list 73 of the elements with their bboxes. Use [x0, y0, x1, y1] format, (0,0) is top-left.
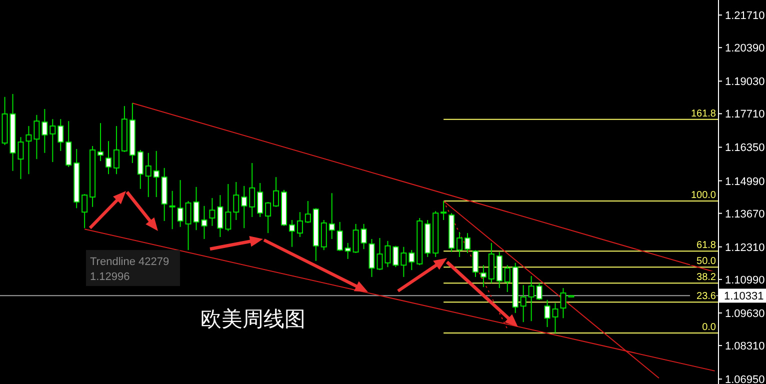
candlestick [217, 194, 224, 238]
candlestick [328, 192, 335, 240]
candlestick [408, 250, 415, 271]
candlestick [34, 114, 40, 160]
candlestick [520, 284, 526, 323]
candlestick [225, 183, 232, 232]
y-tick-label: 1.08310 [725, 340, 765, 353]
annotation: Trendline 42279 [90, 256, 170, 268]
ref-line-label: 1.10331 [724, 290, 764, 303]
candlestick [464, 232, 470, 254]
candlestick [536, 282, 542, 300]
candlestick [185, 200, 192, 251]
candlestick [113, 126, 120, 175]
candlestick [249, 162, 256, 218]
candlestick [98, 122, 104, 162]
candlestick [392, 245, 399, 268]
annotation: 61.8 [696, 240, 716, 252]
candlestick [320, 219, 327, 251]
candlestick [560, 288, 566, 319]
y-tick-label: 1.19030 [725, 76, 765, 88]
y-tick-label: 1.21710 [725, 10, 765, 22]
candlestick [304, 200, 311, 224]
annotation: 100.0 [690, 190, 716, 201]
candlestick [456, 232, 463, 258]
annotation: 161.8 [690, 108, 716, 120]
annotation: 0.0 [702, 322, 716, 333]
candlestick [58, 118, 64, 152]
candlestick [169, 190, 176, 230]
annotation: 23.6 [696, 291, 716, 302]
candlestick [145, 152, 152, 198]
candlestick [106, 140, 112, 175]
candlestick [344, 242, 351, 260]
candlestick [336, 221, 343, 252]
candlestick [177, 180, 184, 228]
y-tick-label: 1.10990 [725, 274, 765, 286]
candlestick [82, 194, 88, 229]
y-tick-label: 1.14990 [725, 176, 765, 188]
candlestick [137, 149, 144, 190]
candlestick [26, 126, 32, 175]
candlestick [241, 185, 248, 229]
candlestick [66, 120, 72, 168]
candlestick [544, 299, 550, 328]
annotation: 38.2 [696, 272, 716, 284]
y-tick-label: 1.12310 [725, 242, 765, 254]
candlestick [233, 182, 240, 220]
y-tick-label: 1.06950 [725, 374, 765, 384]
candlestick [257, 182, 264, 218]
y-tick-label: 1.09630 [725, 308, 765, 320]
candlestick [153, 150, 160, 198]
annotation: 50.0 [696, 256, 716, 268]
candlestick [528, 275, 534, 322]
annotation: 1.12996 [90, 271, 130, 283]
candlestick [400, 246, 407, 278]
y-tick-label: 1.20390 [725, 42, 765, 55]
y-tick-label: 1.16350 [725, 142, 765, 154]
candlestick [440, 200, 447, 220]
candlestick [209, 198, 216, 226]
candlestick [288, 219, 295, 248]
candlestick [42, 108, 48, 154]
candlestick [480, 264, 486, 288]
candlestick [360, 223, 367, 250]
candlestick [296, 212, 303, 238]
candlestick [273, 176, 280, 208]
candlestick [504, 264, 510, 293]
y-tick-label: 1.17710 [725, 108, 765, 121]
annotation: 欧美周线图 [200, 308, 306, 331]
candlestick [384, 240, 391, 268]
candlestick [552, 302, 558, 334]
candlestick [352, 223, 359, 254]
candlestick [265, 201, 272, 234]
candlestick [50, 118, 56, 163]
y-tick-label: 1.13670 [725, 208, 765, 220]
candlestick [472, 250, 478, 278]
